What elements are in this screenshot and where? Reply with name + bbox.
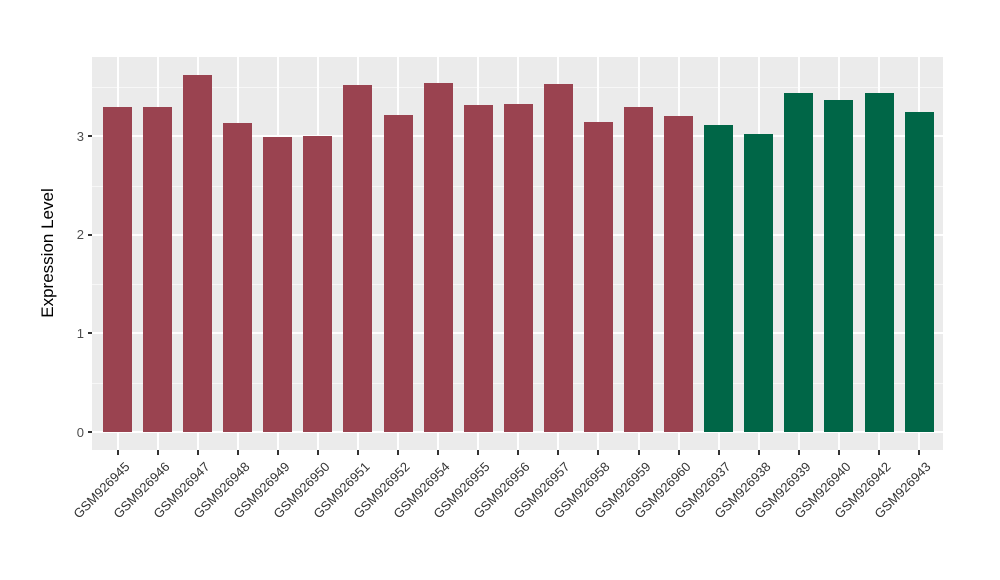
x-tick <box>597 450 600 455</box>
x-tick <box>156 450 159 455</box>
bar-GSM926937 <box>704 125 734 432</box>
x-tick <box>757 450 760 455</box>
y-tick-label: 0 <box>76 424 84 440</box>
bar-GSM926951 <box>343 84 373 432</box>
y-tick <box>88 431 92 433</box>
y-tick <box>88 135 92 138</box>
y-tick-label: 1 <box>76 325 84 341</box>
bar-GSM926949 <box>263 137 293 432</box>
x-tick <box>557 450 560 455</box>
bar-GSM926960 <box>664 116 694 432</box>
bar-GSM926954 <box>423 82 453 432</box>
x-tick <box>477 450 480 455</box>
x-tick <box>316 450 319 455</box>
y-tick-label: 3 <box>76 128 84 144</box>
bar-GSM926956 <box>503 103 533 432</box>
x-tick <box>717 450 720 455</box>
x-tick <box>677 450 680 455</box>
x-tick <box>437 450 440 455</box>
x-tick <box>918 450 921 455</box>
bar-GSM926942 <box>864 92 894 432</box>
y-tick-label: 2 <box>76 227 84 243</box>
x-tick <box>797 450 800 455</box>
bar-GSM926955 <box>463 104 493 432</box>
bar-GSM926940 <box>824 99 854 432</box>
x-tick <box>116 450 119 455</box>
bar-GSM926943 <box>904 111 934 432</box>
bar-GSM926946 <box>143 106 173 432</box>
x-tick <box>196 450 199 455</box>
x-tick <box>637 450 640 455</box>
bar-GSM926947 <box>183 75 213 432</box>
bar-GSM926959 <box>624 106 654 432</box>
x-tick <box>878 450 881 455</box>
bar-GSM926957 <box>543 83 573 432</box>
x-tick <box>276 450 279 455</box>
y-axis-title: Expression Level <box>38 188 57 318</box>
bar-GSM926950 <box>303 136 333 432</box>
x-tick <box>517 450 520 455</box>
bar-GSM926948 <box>223 123 253 432</box>
y-tick <box>88 332 92 335</box>
y-tick <box>88 233 92 236</box>
x-tick <box>397 450 400 455</box>
x-tick <box>236 450 239 455</box>
bar-GSM926952 <box>383 114 413 432</box>
plot-panel <box>92 57 943 450</box>
x-tick <box>837 450 840 455</box>
bar-GSM926939 <box>784 92 814 432</box>
bar-GSM926945 <box>103 106 132 432</box>
bar-GSM926958 <box>583 122 613 432</box>
bar-GSM926938 <box>744 134 774 432</box>
x-tick <box>356 450 359 455</box>
